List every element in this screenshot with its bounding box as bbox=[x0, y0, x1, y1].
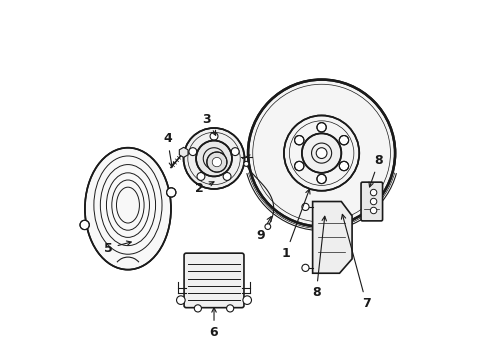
Circle shape bbox=[196, 140, 231, 176]
FancyBboxPatch shape bbox=[183, 253, 244, 308]
Text: 2: 2 bbox=[195, 182, 214, 195]
Circle shape bbox=[284, 116, 359, 191]
Ellipse shape bbox=[206, 152, 226, 172]
Circle shape bbox=[301, 203, 308, 211]
Circle shape bbox=[197, 172, 204, 180]
Polygon shape bbox=[312, 202, 351, 273]
Ellipse shape bbox=[85, 148, 171, 270]
Circle shape bbox=[339, 135, 348, 145]
Text: 5: 5 bbox=[103, 241, 131, 255]
Circle shape bbox=[244, 161, 248, 166]
Text: 3: 3 bbox=[202, 113, 215, 135]
Text: 4: 4 bbox=[163, 132, 173, 167]
Circle shape bbox=[369, 189, 376, 196]
Circle shape bbox=[212, 157, 221, 167]
Circle shape bbox=[210, 132, 218, 140]
Circle shape bbox=[80, 220, 89, 230]
Circle shape bbox=[166, 188, 176, 197]
Circle shape bbox=[301, 134, 341, 173]
Text: 8: 8 bbox=[311, 216, 326, 300]
Circle shape bbox=[369, 207, 376, 214]
Circle shape bbox=[247, 80, 394, 226]
Circle shape bbox=[176, 296, 185, 305]
Circle shape bbox=[243, 296, 251, 305]
Circle shape bbox=[231, 148, 239, 156]
Text: 8: 8 bbox=[368, 154, 383, 187]
Circle shape bbox=[194, 305, 201, 312]
Circle shape bbox=[226, 305, 233, 312]
Circle shape bbox=[223, 172, 230, 180]
Circle shape bbox=[294, 135, 303, 145]
Circle shape bbox=[264, 224, 270, 229]
FancyBboxPatch shape bbox=[360, 182, 382, 221]
Circle shape bbox=[316, 174, 325, 184]
Text: 1: 1 bbox=[281, 189, 309, 260]
Circle shape bbox=[316, 123, 325, 132]
Circle shape bbox=[183, 128, 244, 189]
Circle shape bbox=[316, 148, 326, 158]
Text: 7: 7 bbox=[341, 214, 370, 310]
Text: 9: 9 bbox=[256, 217, 271, 242]
Circle shape bbox=[339, 161, 348, 171]
Text: 6: 6 bbox=[209, 308, 218, 339]
Circle shape bbox=[369, 198, 376, 205]
Circle shape bbox=[294, 161, 303, 171]
Circle shape bbox=[188, 148, 196, 156]
Circle shape bbox=[301, 264, 308, 271]
Polygon shape bbox=[179, 147, 187, 157]
